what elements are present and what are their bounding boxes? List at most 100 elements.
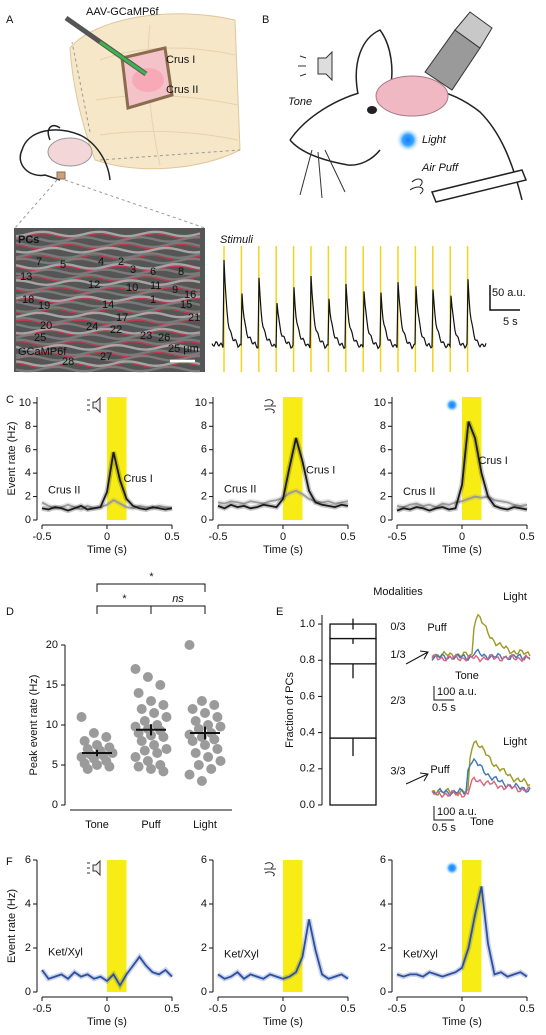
cell-number: 23: [140, 330, 152, 342]
scale-label: 50 a.u.: [492, 287, 526, 299]
cell-number: 8: [178, 266, 184, 278]
legend-label: Crus I: [479, 455, 508, 467]
legend-title: Modalities: [373, 586, 423, 598]
light-icon: [445, 861, 459, 875]
example-trace: [431, 648, 531, 662]
y-tick-label: 4: [25, 898, 31, 910]
x-axis-label: Time (s): [87, 544, 127, 556]
data-point: [101, 732, 112, 742]
trace-label: Light: [503, 591, 527, 603]
legend-label: Ket/Xyl: [224, 949, 259, 961]
pc-outline: [15, 276, 201, 282]
ear: [355, 29, 393, 95]
x-tick-label: 0.5: [519, 1003, 534, 1015]
y-tick-label: 10: [46, 719, 58, 731]
legend-label: Crus II: [403, 486, 435, 498]
significance-bracket: [96, 583, 206, 592]
fiber: [15, 262, 201, 270]
fiber: [15, 322, 201, 330]
y-tick-label: 10: [195, 397, 207, 409]
x-tick-label: -0.5: [388, 531, 407, 543]
eye: [367, 106, 377, 114]
cell-number: 25: [34, 332, 46, 344]
x-tick-label: Puff: [141, 819, 161, 831]
pc-outline: [15, 352, 201, 358]
cell-number: 1: [150, 294, 156, 306]
y-tick-label: 6: [380, 854, 386, 866]
image-label: GCaMP6f: [18, 346, 67, 358]
calcium-trace: [211, 259, 487, 350]
data-point: [161, 744, 172, 754]
y-tick-label: 8: [25, 420, 31, 432]
trace-scale-bar: [489, 285, 520, 311]
data-point: [142, 756, 153, 766]
data-point: [155, 680, 166, 690]
y-tick-label: 0: [201, 514, 207, 526]
fiber: [15, 333, 201, 341]
y-tick-label: 4: [201, 898, 207, 910]
data-point: [209, 700, 220, 710]
data-point: [133, 688, 144, 698]
data-point: [76, 712, 87, 722]
fiber: [15, 289, 201, 297]
legend-label: 0/3: [390, 621, 405, 633]
x-tick-label: 0.5: [340, 1003, 355, 1015]
example-trace: [431, 613, 531, 660]
series-line: [41, 451, 173, 512]
fiber: [15, 295, 201, 303]
puff-icon: [264, 862, 276, 877]
fiber: [15, 360, 201, 368]
y-tick-label: 0: [52, 799, 58, 811]
cell-number: 11: [150, 280, 161, 292]
data-point: [161, 712, 172, 722]
data-point: [139, 745, 150, 756]
x-axis-label: Time (s): [442, 544, 482, 556]
data-point: [158, 700, 169, 710]
trace-label: Puff: [430, 764, 450, 776]
fiber: [15, 273, 201, 281]
pc-outline: [15, 287, 201, 293]
jaw: [289, 139, 381, 166]
significance-label: *: [149, 571, 154, 583]
cell-number: 22: [110, 324, 122, 336]
data-point: [184, 640, 195, 650]
legend-label: Crus II: [48, 485, 80, 497]
fiber: [15, 257, 201, 265]
x-tick-label: 0: [459, 1003, 465, 1015]
legend-label: Ket/Xyl: [403, 949, 438, 961]
significance-bracket: [96, 605, 152, 614]
data-point: [215, 721, 226, 732]
data-point: [158, 732, 169, 742]
x-tick-label: -0.5: [209, 1003, 228, 1015]
fiber: [15, 235, 201, 243]
fiber: [15, 349, 201, 357]
data-point: [92, 760, 102, 770]
x-tick-label: 0: [104, 1003, 110, 1015]
puff-icon: [264, 399, 276, 414]
data-point: [139, 716, 150, 726]
panel-letter: A: [6, 14, 14, 26]
series-line: [396, 495, 528, 509]
panel-letter: D: [6, 606, 14, 618]
data-point: [136, 736, 147, 746]
tone-icon: [87, 859, 101, 877]
cell-number: 17: [116, 312, 128, 324]
y-tick-label: 0.4: [300, 727, 315, 739]
stimulus-window: [283, 860, 303, 992]
whiskers: [299, 149, 346, 199]
panel-letter: E: [276, 606, 283, 618]
series-line: [217, 437, 349, 510]
scale-label: 5 s: [503, 316, 518, 328]
fiber: [15, 365, 201, 373]
significance-label: *: [122, 593, 127, 605]
y-tick-label: 4: [25, 467, 31, 479]
x-axis-label: Time (s): [442, 1016, 482, 1028]
data-point: [149, 708, 160, 718]
cell-number: 18: [22, 294, 34, 306]
cell-number: 27: [100, 351, 112, 363]
cell-number: 4: [98, 256, 104, 268]
region-label: Crus I: [166, 54, 195, 66]
x-tick-label: 0: [459, 531, 465, 543]
